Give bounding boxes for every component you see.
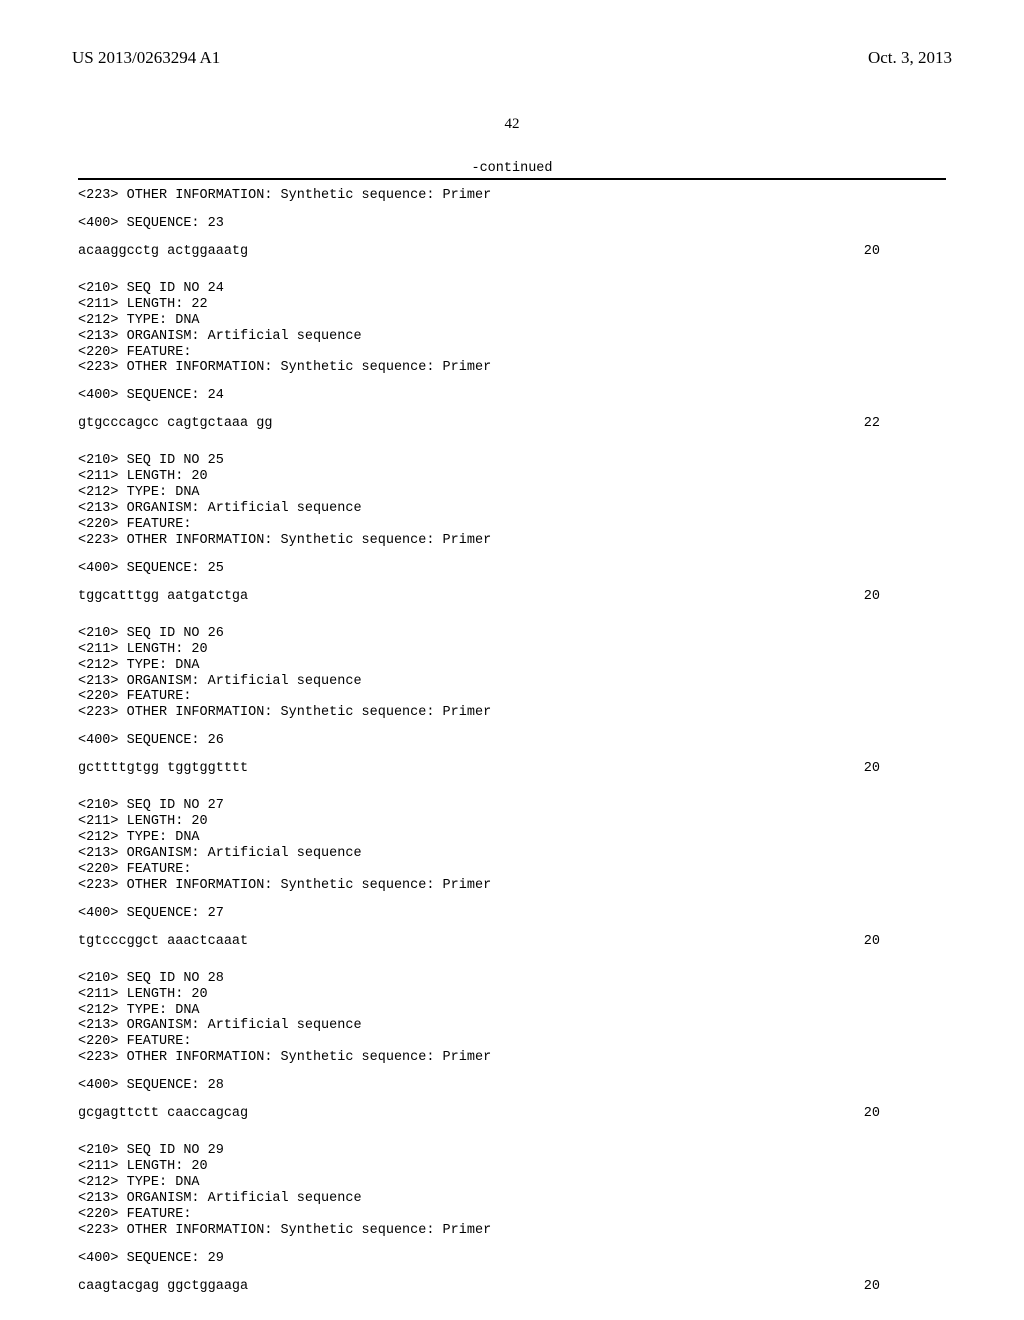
seq-meta-line: <213> ORGANISM: Artificial sequence [72,501,952,517]
seq-header-line: <400> SEQUENCE: 27 [72,906,952,922]
seq-meta-line: <212> TYPE: DNA [72,313,952,329]
pub-number: US 2013/0263294 A1 [72,48,220,68]
seq-meta-line: <223> OTHER INFORMATION: Synthetic seque… [72,360,952,376]
sequence-text: tgtcccggct aaactcaaat [78,934,248,949]
entries-container: <210> SEQ ID NO 24<211> LENGTH: 22<212> … [72,259,952,1294]
sequence-text: gtgcccagcc cagtgctaaa gg [78,416,272,431]
sequence-row: tggcatttgg aatgatctga 20 [72,589,952,604]
sequence-row: tgtcccggct aaactcaaat 20 [72,934,952,949]
page-number: 42 [72,116,952,133]
seq-meta-line: <211> LENGTH: 22 [72,297,952,313]
seq-meta-line: <210> SEQ ID NO 26 [72,626,952,642]
seq-meta-line: <210> SEQ ID NO 24 [72,281,952,297]
sequence-text: gcgagttctt caaccagcag [78,1106,248,1121]
sequence-row: gtgcccagcc cagtgctaaa gg 22 [72,416,952,431]
seq-meta-line: <223> OTHER INFORMATION: Synthetic seque… [72,188,952,204]
seq-header-line: <400> SEQUENCE: 26 [72,733,952,749]
seq-meta-line: <220> FEATURE: [72,345,952,361]
seq-meta-line: <210> SEQ ID NO 27 [72,798,952,814]
sequence-text: acaaggcctg actggaaatg [78,244,248,259]
page: US 2013/0263294 A1 Oct. 3, 2013 42 -cont… [0,0,1024,1320]
sequence-length: 20 [864,761,946,776]
rule-top [78,178,946,182]
sequence-length: 20 [864,1279,946,1294]
seq-meta-line: <210> SEQ ID NO 28 [72,971,952,987]
seq-meta-line: <213> ORGANISM: Artificial sequence [72,1191,952,1207]
seq-meta-line: <211> LENGTH: 20 [72,469,952,485]
seq-header-line: <400> SEQUENCE: 25 [72,561,952,577]
pub-date: Oct. 3, 2013 [868,48,952,68]
seq-meta-line: <220> FEATURE: [72,1207,952,1223]
seq-header-line: <400> SEQUENCE: 23 [72,216,952,232]
sequence-length: 20 [864,244,946,259]
page-header: US 2013/0263294 A1 Oct. 3, 2013 [72,48,952,68]
seq-header-line: <400> SEQUENCE: 29 [72,1251,952,1267]
continued-label: -continued [72,161,952,176]
seq-meta-line: <211> LENGTH: 20 [72,642,952,658]
seq-meta-line: <212> TYPE: DNA [72,658,952,674]
seq-meta-line: <211> LENGTH: 20 [72,1159,952,1175]
sequence-text: caagtacgag ggctggaaga [78,1279,248,1294]
seq-meta-line: <212> TYPE: DNA [72,1003,952,1019]
sequence-length: 20 [864,1106,946,1121]
sequence-text: gcttttgtgg tggtggtttt [78,761,248,776]
sequence-row: gcttttgtgg tggtggtttt 20 [72,761,952,776]
seq-meta-line: <213> ORGANISM: Artificial sequence [72,846,952,862]
seq-meta-line: <223> OTHER INFORMATION: Synthetic seque… [72,705,952,721]
seq-meta-line: <220> FEATURE: [72,1034,952,1050]
seq-meta-line: <211> LENGTH: 20 [72,814,952,830]
seq-meta-line: <213> ORGANISM: Artificial sequence [72,1018,952,1034]
seq-meta-line: <223> OTHER INFORMATION: Synthetic seque… [72,1050,952,1066]
seq-meta-line: <223> OTHER INFORMATION: Synthetic seque… [72,1223,952,1239]
sequence-row: acaaggcctg actggaaatg 20 [72,244,952,259]
seq-meta-line: <212> TYPE: DNA [72,830,952,846]
sequence-row: caagtacgag ggctggaaga 20 [72,1279,952,1294]
sequence-text: tggcatttgg aatgatctga [78,589,248,604]
seq-meta-line: <210> SEQ ID NO 25 [72,453,952,469]
sequence-length: 22 [864,416,946,431]
sequence-length: 20 [864,589,946,604]
seq-meta-line: <213> ORGANISM: Artificial sequence [72,674,952,690]
seq-meta-line: <210> SEQ ID NO 29 [72,1143,952,1159]
seq-meta-line: <220> FEATURE: [72,517,952,533]
seq-header-line: <400> SEQUENCE: 28 [72,1078,952,1094]
seq-meta-line: <212> TYPE: DNA [72,1175,952,1191]
seq-meta-line: <223> OTHER INFORMATION: Synthetic seque… [72,533,952,549]
sequence-length: 20 [864,934,946,949]
seq-meta-line: <223> OTHER INFORMATION: Synthetic seque… [72,878,952,894]
seq-meta-line: <220> FEATURE: [72,862,952,878]
seq-meta-line: <211> LENGTH: 20 [72,987,952,1003]
seq-meta-line: <213> ORGANISM: Artificial sequence [72,329,952,345]
sequence-row: gcgagttctt caaccagcag 20 [72,1106,952,1121]
seq-header-line: <400> SEQUENCE: 24 [72,388,952,404]
seq-meta-line: <212> TYPE: DNA [72,485,952,501]
seq-meta-line: <220> FEATURE: [72,689,952,705]
